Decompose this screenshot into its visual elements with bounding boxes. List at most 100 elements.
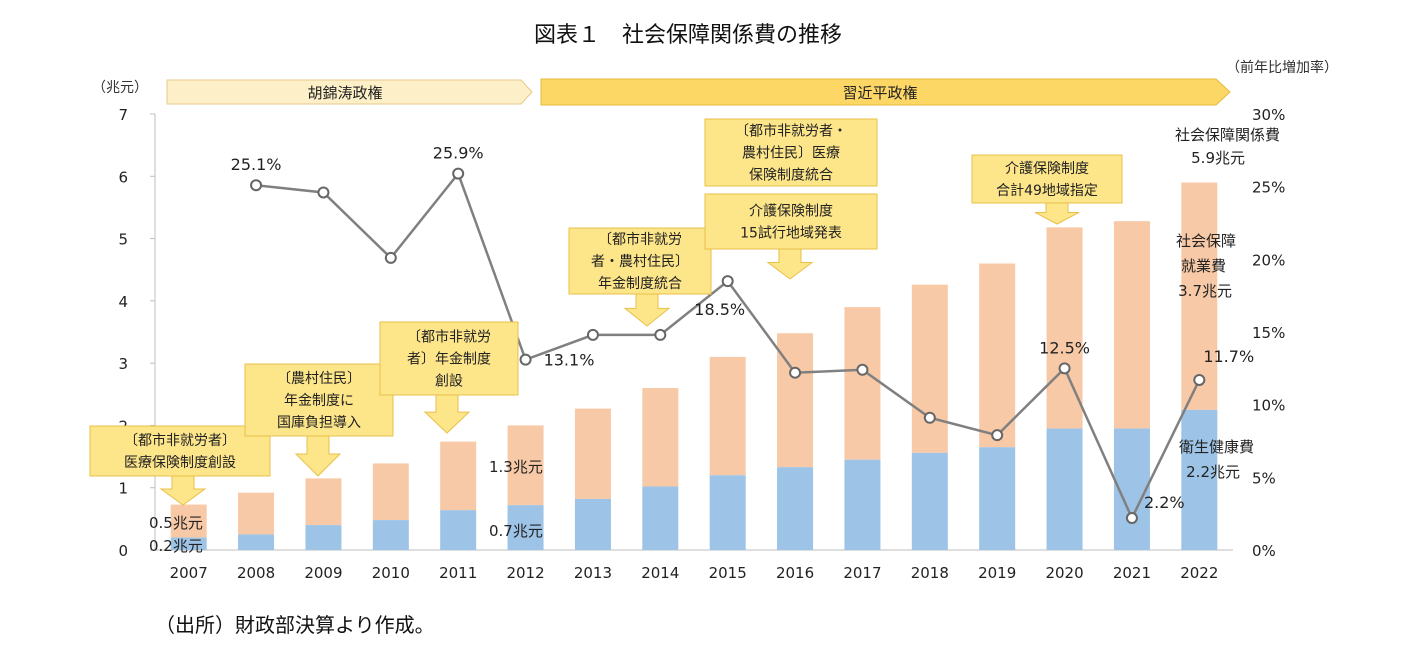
value-label-2007-total: 0.5兆元 [149,514,203,532]
annotations-group: 〔都市非就労者〕医療保険制度創設〔農村住民〕年金制度に国庫負担導入〔都市非就労者… [89,118,1123,506]
right-tick-label: 25% [1252,179,1285,197]
growth-point-2013 [586,328,599,341]
annotation-text: 15試行地域発表 [740,226,842,242]
right-tick-label: 10% [1252,397,1285,415]
annotation-box [704,118,878,187]
annotation-text: 医療保険制度創設 [124,454,236,471]
bar-health-2017 [844,459,881,550]
bars-group [170,182,1218,550]
x-tick-label: 2012 [506,564,544,582]
rate-label-2012: 13.1% [544,351,595,370]
left-axis-unit: （兆元） [92,80,148,96]
bar-health-2008 [238,534,275,550]
rate-label-2021: 2.2% [1144,493,1185,512]
value-label-2022-health: 2.2兆元 [1186,463,1240,481]
value-label-2022-social: 3.7兆元 [1178,282,1232,300]
value-label-2007-health: 0.2兆元 [149,537,203,555]
x-tick-label: 2013 [574,564,612,582]
annotation-arrow [423,394,471,434]
bar-health-2016 [777,467,814,550]
bar-social-employment-2007 [170,504,207,538]
left-tick-label: 0 [118,542,128,560]
label-2022-health-name: 衛生健康費 [1179,438,1254,456]
bar-health-2018 [911,452,948,550]
bar-health-2009 [305,525,342,550]
annotation-text: 者〕年金制度 [407,352,491,368]
x-tick-label: 2020 [1045,564,1083,582]
annotation-text: 介護保険制度 [1005,161,1089,177]
left-tick-label: 4 [118,293,128,311]
x-tick-label: 2017 [843,564,881,582]
era-banner-hu-label: 胡錦涛政権 [307,84,382,102]
bar-social-employment-2013 [574,408,611,499]
bar-social-employment-2008 [238,492,275,535]
annotation-text: 保険制度統合 [749,168,833,184]
x-tick-label: 2011 [439,564,477,582]
bar-health-2012 [507,505,544,550]
labels-group: 25.1% 25.9% 13.1% 18.5% 12.5% 2.2% 11.7% 0.5兆元 0… [149,126,1280,555]
rate-label-2011: 25.9% [433,144,484,163]
right-tick-label: 30% [1252,106,1285,124]
left-tick-label: 3 [118,355,128,373]
annotation-arrow [766,248,814,280]
annotation-text: 〔都市非就労者〕 [124,432,236,449]
rate-label-2020: 12.5% [1039,338,1090,357]
era-banner-xi-label: 習近平政権 [842,84,917,102]
annotation-1: 〔都市非就労者〕医療保険制度創設 [89,425,271,506]
growth-point-2011 [452,167,465,180]
annotation-arrow [1034,202,1080,225]
growth-point-2021 [1125,512,1138,525]
x-tick-label: 2008 [237,564,275,582]
x-tick-label: 2022 [1180,564,1218,582]
x-tick-label: 2021 [1113,564,1151,582]
growth-point-2022 [1193,373,1206,386]
annotation-text: 者・農村住民〕 [591,254,689,270]
right-axis-unit: （前年比増加率） [1226,59,1338,76]
bar-health-2020 [1046,428,1083,550]
growth-point-2014 [654,328,667,341]
annotation-text: 国庫負担導入 [277,414,361,431]
bar-social-employment-2022 [1181,182,1218,410]
growth-point-2010 [384,251,397,264]
bar-social-employment-2019 [979,263,1016,448]
right-tick-label: 0% [1252,542,1276,560]
growth-point-2017 [856,363,869,376]
annotation-arrow [623,293,671,327]
bar-health-2013 [574,498,611,550]
x-tick-label: 2009 [304,564,342,582]
chart-title: 図表１ 社会保障関係費の推移 [534,23,842,48]
annotation-box [704,193,878,250]
bar-social-employment-2010 [372,463,409,521]
annotation-text: 年金制度統合 [598,276,682,292]
annotation-box [971,154,1123,204]
left-tick-label: 7 [118,106,128,124]
growth-point-2009 [317,186,330,199]
growth-point-2016 [789,366,802,379]
annotation-6: 介護保険制度 15試行地域発表 [704,193,878,280]
bar-social-employment-2009 [305,478,342,526]
era-banner-xi: 習近平政権 [540,78,1231,106]
x-tick-label: 2018 [911,564,949,582]
annotation-box [244,363,394,437]
annotation-text: 〔都市非就労者・ [735,123,847,140]
growth-point-2012 [519,353,532,366]
bar-health-2011 [440,510,477,550]
annotation-text: 〔都市非就労 [598,231,682,248]
label-2022-social-name-2: 就業費 [1181,257,1226,275]
right-tick-label: 20% [1252,251,1285,269]
annotation-text: 合計49地域指定 [996,183,1098,199]
x-tick-label: 2015 [709,564,747,582]
bar-health-2015 [709,475,746,550]
annotation-text: 〔農村住民〕 [277,371,361,387]
bar-social-employment-2011 [440,441,477,511]
value-label-2022-total: 5.9兆元 [1191,149,1245,167]
rate-label-2008: 25.1% [231,155,282,174]
right-tick-label: 5% [1252,469,1276,487]
annotation-arrow [294,435,342,477]
x-tick-label: 2014 [641,564,679,582]
source-note: （出所）財政部決算より作成。 [155,613,435,637]
